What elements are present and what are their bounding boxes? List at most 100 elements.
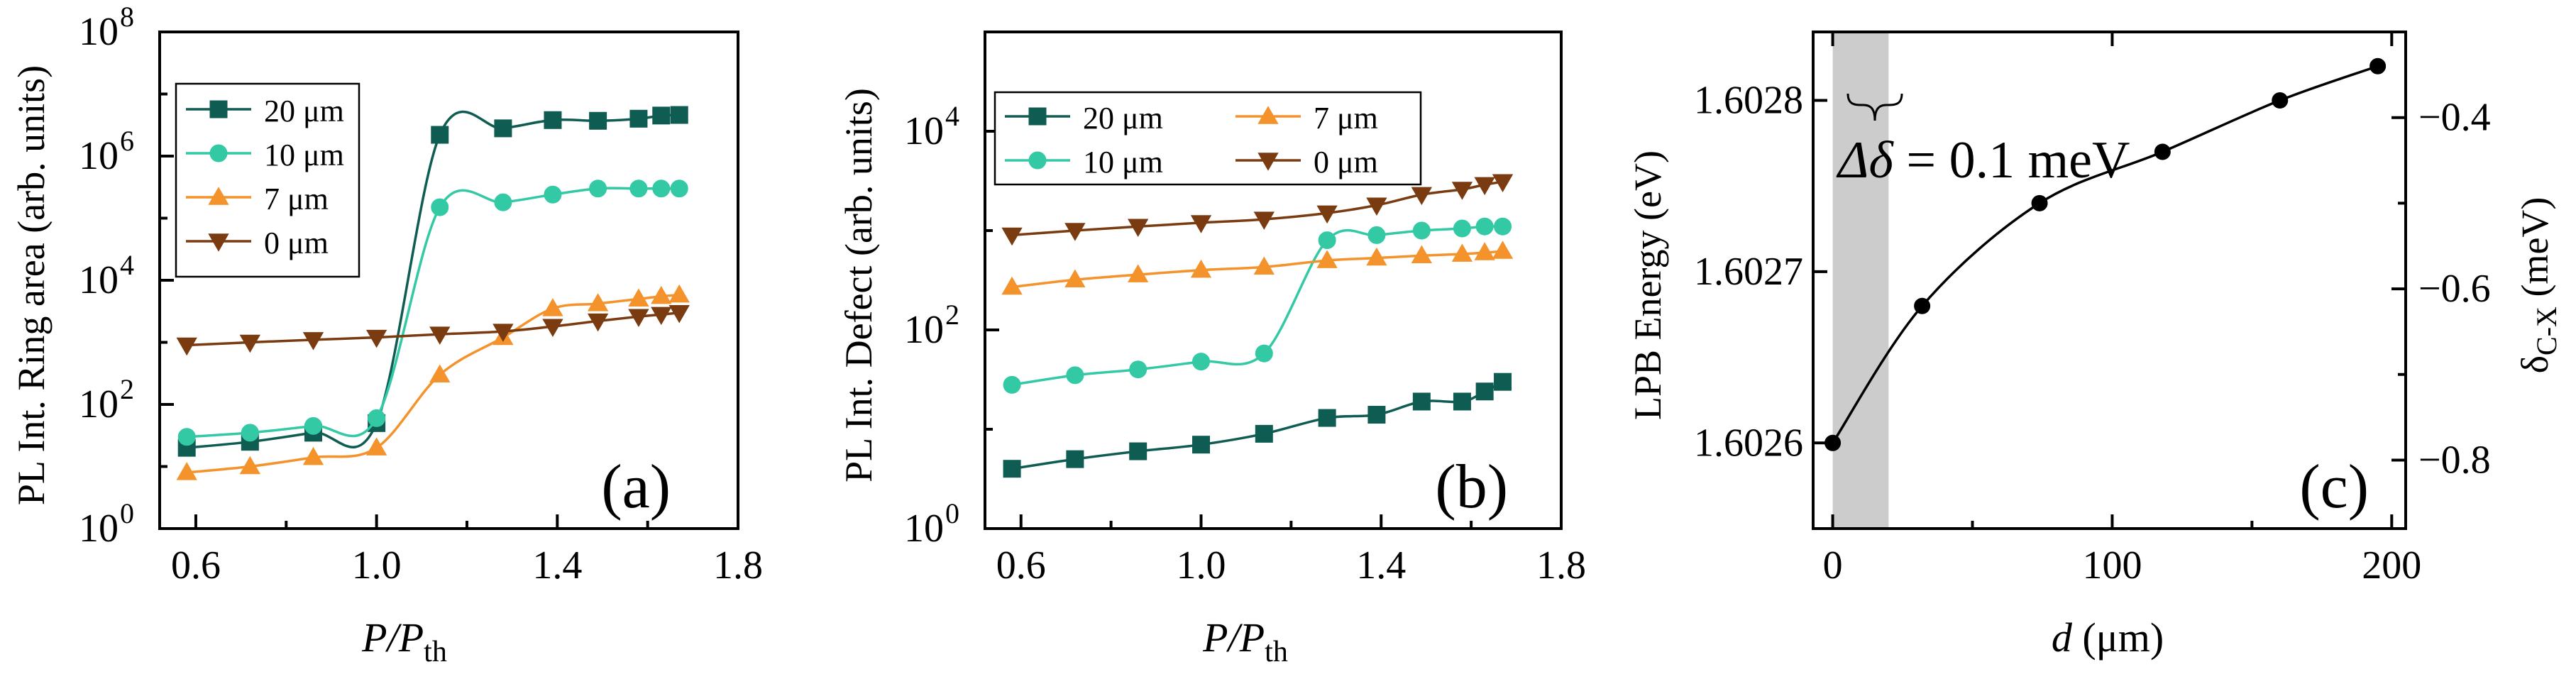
panel-c-brace	[1846, 93, 1903, 121]
panel-c-y2label: δC-X (meV)	[2514, 197, 2563, 374]
panel-b-series-1	[1003, 217, 1512, 394]
panel-c-xlabel-unit: (μm)	[2072, 614, 2164, 661]
panel-c-y2tick-label: −0.8	[2418, 438, 2491, 482]
panel-a-data-point	[587, 293, 609, 311]
panel-a-xlabel-main: P/P	[361, 614, 424, 661]
panel-c-y2tick-label: −0.6	[2418, 267, 2491, 311]
panel-c-ytick-label: 1.6026	[1694, 421, 1803, 465]
panel-b-data-point	[1318, 409, 1336, 427]
panel-c-data-point	[2031, 194, 2048, 211]
panel-c-xlabel: d (μm)	[2052, 614, 2164, 661]
panel-a-data-point	[494, 119, 512, 138]
panel-c-frame	[1812, 31, 2407, 530]
panel-b-data-point	[1066, 366, 1084, 385]
panel-b-data-point	[1003, 375, 1021, 394]
panel-b-data-point	[1064, 223, 1086, 241]
panel-b-ytick-exp: 0	[945, 497, 959, 529]
panel-a-data-point	[431, 126, 449, 144]
panel-b-series-3	[1001, 174, 1514, 246]
panel-b-xtick-label: 1.4	[1356, 543, 1406, 587]
panel-c-data-point	[2272, 92, 2289, 109]
panel-c-annotation-delta: Δδ	[1836, 131, 1894, 189]
panel-a-ytick-base: 10	[79, 507, 119, 551]
panel-a-data-point	[176, 337, 197, 356]
panel-a-legend-item: 0 μm	[186, 226, 329, 260]
panel-a-data-point	[494, 193, 512, 211]
panel-b-data-point	[1366, 247, 1387, 266]
panel-a-ytick-base: 10	[79, 134, 119, 178]
panel-a-ytick-label: 10	[79, 507, 119, 551]
panel-b-data-point	[1451, 182, 1473, 200]
panel-a-data-point	[304, 416, 322, 435]
panel-c-ylabel: LPB Energy (eV)	[1626, 150, 1669, 420]
panel-a-data-point	[431, 198, 449, 216]
panel-b-data-point	[1253, 256, 1275, 275]
panel-b-series-0	[1003, 372, 1512, 478]
panel-a-data-point	[544, 111, 562, 129]
panel-b-data-point	[1316, 250, 1338, 268]
panel-a-data-point	[589, 111, 607, 130]
panel-a-legend-label: 20 μm	[264, 94, 344, 128]
panel-b-data-point	[1494, 217, 1512, 236]
panel-a-ytick-exp: 0	[120, 497, 134, 529]
panel-b-series-2	[1001, 241, 1514, 295]
panel-a-data-point	[239, 334, 261, 353]
panel-b-frame	[984, 31, 1563, 530]
panel-b-ylabel: PL Int. Defect (arb. units)	[837, 88, 880, 482]
panel-a-legend-item: 20 μm	[186, 94, 344, 128]
panel-c-label: (c)	[2299, 453, 2369, 521]
panel-a-xtick-label: 0.6	[171, 543, 221, 587]
panel-b-legend-marker	[1028, 107, 1047, 126]
panel-c-shaded-band	[1832, 32, 1889, 529]
panel-b-data-point	[1066, 450, 1084, 468]
panel-c-ytick-label: 1.6028	[1694, 79, 1803, 123]
panel-b-xtick-label: 0.6	[996, 543, 1046, 587]
panel-a-data-point	[542, 319, 563, 337]
panel-a-series-line	[187, 293, 680, 474]
panel-b-ytick-base: 10	[904, 308, 944, 352]
panel-a-data-point	[492, 324, 514, 342]
panel-c-annotation: Δδ = 0.1 meV	[1836, 131, 2130, 189]
panel-b-legend-marker	[1257, 153, 1279, 171]
panel-b-series-line	[1011, 225, 1503, 387]
panel-b-data-point	[1412, 221, 1431, 240]
panel-b-data-point	[1494, 372, 1512, 391]
panel-b-legend-label: 10 μm	[1083, 145, 1163, 180]
panel-c-xtick-label: 100	[2082, 543, 2142, 587]
panel-b-data-point	[1128, 219, 1149, 238]
panel-a-xlabel-sub: th	[424, 636, 447, 668]
panel-b-data-point	[1366, 197, 1387, 216]
panel-a-ylabel: PL Int. Ring area (arb. units)	[10, 65, 53, 505]
panel-a-data-point	[628, 288, 649, 307]
panel-c-annotation-value: = 0.1 meV	[1893, 131, 2130, 189]
panel-b-ytick-exp: 2	[945, 299, 959, 331]
panel-b-data-point	[1492, 241, 1514, 259]
panel-b-data-point	[1192, 353, 1210, 371]
panel-b-data-point	[1255, 424, 1273, 443]
panel-a-legend-marker	[208, 233, 229, 252]
panel-a-legend-marker	[209, 100, 228, 118]
panel-a-legend-label: 10 μm	[264, 138, 344, 172]
panel-c-xtick-label: 0	[1823, 543, 1843, 587]
panel-a-xtick-label: 1.0	[352, 543, 402, 587]
panel-b-legend-label: 20 μm	[1083, 101, 1163, 136]
panel-b-legend-label: 0 μm	[1314, 145, 1378, 180]
panel-b-data-point	[1064, 269, 1086, 287]
panel-c-lpb-energy: 0 100 200 1.6026 1.6027 1.6028 −0.8 −0.6 −0.4 Δδ…	[1626, 31, 2563, 661]
panel-b-legend-item: 7 μm	[1235, 101, 1378, 136]
panel-b-data-point	[1367, 226, 1386, 244]
panel-a-data-point	[651, 307, 672, 326]
panel-b-data-point	[1001, 227, 1023, 246]
panel-a-data-point	[668, 305, 690, 324]
panel-a-data-point	[629, 180, 648, 198]
panel-a-data-point	[365, 437, 387, 456]
panel-a-data-point	[239, 456, 261, 475]
panel-b-data-point	[1453, 392, 1471, 411]
panel-c-y2label-main: δ	[2514, 355, 2556, 373]
panel-c-data-point	[1824, 434, 1842, 451]
panel-c-y2label-sub: C-X	[2531, 307, 2563, 355]
panel-a-legend-label: 0 μm	[264, 226, 329, 260]
panel-a-data-point	[629, 109, 648, 128]
